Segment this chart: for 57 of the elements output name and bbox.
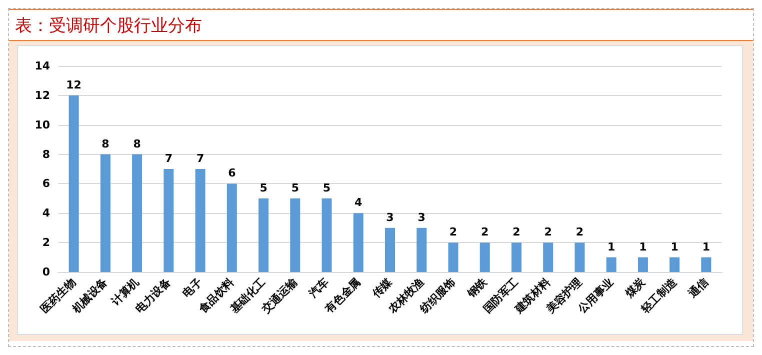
bar: [670, 257, 680, 272]
data-label: 5: [291, 181, 299, 194]
y-tick-label: 8: [42, 148, 50, 161]
bar: [701, 257, 712, 272]
bar: [258, 198, 269, 272]
x-tick-label: 电子: [180, 275, 205, 300]
data-label: 1: [670, 240, 678, 254]
bar: [195, 169, 206, 272]
data-label: 1: [639, 240, 647, 254]
bar: [543, 242, 554, 272]
data-label: 3: [386, 210, 394, 224]
x-tick-label: 传媒: [369, 274, 396, 301]
y-tick-label: 10: [34, 118, 50, 132]
bar: [448, 242, 458, 272]
data-label: 2: [512, 226, 520, 239]
data-label: 7: [164, 152, 172, 165]
bar: [68, 95, 79, 272]
bar: [100, 154, 110, 272]
x-tick-label: 煤炭: [622, 274, 648, 301]
data-label: 2: [449, 226, 458, 239]
data-label: 2: [481, 226, 489, 239]
data-label: 4: [354, 196, 363, 210]
data-label: 3: [418, 210, 426, 224]
data-label: 1: [702, 240, 710, 254]
bar: [385, 228, 395, 272]
chart-title: 表：受调研个股行业分布: [9, 9, 753, 41]
bar: [164, 169, 174, 272]
data-label: 5: [260, 181, 268, 194]
y-tick-label: 4: [42, 206, 50, 220]
bar: [353, 213, 364, 272]
y-tick-label: 2: [42, 236, 50, 250]
bar: [574, 242, 585, 272]
bar: [416, 228, 427, 272]
x-tick-label: 钢铁: [464, 274, 490, 301]
bar: [606, 257, 616, 272]
x-tick-label: 汽车: [306, 275, 332, 301]
data-label: 6: [228, 166, 236, 180]
bar: [322, 198, 332, 272]
y-tick-label: 12: [34, 88, 50, 102]
data-label: 2: [576, 226, 584, 239]
data-label: 1: [608, 240, 616, 254]
data-label: 5: [322, 181, 331, 194]
y-tick-label: 6: [42, 177, 50, 190]
bar: [511, 242, 522, 272]
data-label: 2: [544, 226, 552, 239]
y-tick-label: 14: [34, 60, 50, 72]
bar: [638, 257, 648, 272]
y-tick-label: 0: [42, 266, 50, 278]
data-label: 8: [133, 137, 141, 150]
bar: [290, 198, 300, 272]
data-label: 8: [102, 137, 110, 150]
data-label: 7: [196, 152, 204, 165]
bar: [132, 154, 142, 272]
x-tick-label: 通信: [685, 275, 711, 301]
bar: [480, 242, 490, 272]
data-label: 12: [66, 78, 82, 92]
bar: [226, 184, 237, 272]
